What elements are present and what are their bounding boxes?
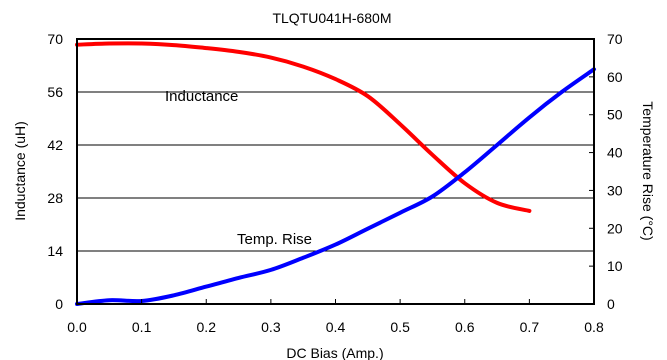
- temp-rise-series-line: [75, 67, 596, 306]
- x-tick-label: 0.8: [584, 319, 604, 335]
- y-tick-label: 42: [47, 137, 63, 153]
- y-tick-label: 0: [55, 296, 63, 312]
- x-tick-label: 0.5: [390, 319, 410, 335]
- y2-tick-label: 60: [607, 69, 623, 85]
- y2-tick-label: 30: [607, 182, 623, 198]
- y-tick-label: 28: [47, 190, 63, 206]
- chart-title: TLQTU041H-680M: [272, 10, 391, 26]
- y-axis-title: Inductance (uH): [12, 121, 28, 221]
- inductance-series-line: [75, 41, 532, 213]
- series-lines: [75, 41, 596, 306]
- y2-tick-label: 40: [607, 145, 623, 161]
- x-tick-label: 0.0: [67, 319, 87, 335]
- x-tick-label: 0.7: [520, 319, 540, 335]
- y2-tick-label: 20: [607, 220, 623, 236]
- y-tick-label: 70: [47, 31, 63, 47]
- y2-axis-ticks: 0 10 20 30 40 50 60 70: [589, 31, 623, 312]
- y-tick-label: 14: [47, 243, 63, 259]
- y2-tick-label: 70: [607, 31, 623, 47]
- x-tick-label: 0.3: [261, 319, 281, 335]
- x-axis-ticks: 0.0 0.1 0.2 0.3 0.4 0.5 0.6 0.7 0.8: [67, 299, 604, 335]
- y2-tick-label: 10: [607, 258, 623, 274]
- x-tick-label: 0.1: [132, 319, 152, 335]
- x-tick-label: 0.4: [326, 319, 346, 335]
- x-tick-label: 0.2: [197, 319, 217, 335]
- y2-tick-label: 0: [607, 296, 615, 312]
- y2-axis-title: Temperature Rise (°C): [640, 101, 656, 240]
- temp-rise-annotation: Temp. Rise: [237, 231, 312, 248]
- y2-tick-label: 50: [607, 107, 623, 123]
- y-axis-ticks: 0 14 28 42 56 70: [47, 31, 82, 312]
- y-tick-label: 56: [47, 84, 63, 100]
- x-tick-label: 0.6: [455, 319, 475, 335]
- inductance-annotation: Inductance: [165, 88, 238, 105]
- x-axis-title: DC Bias (Amp.): [286, 345, 383, 360]
